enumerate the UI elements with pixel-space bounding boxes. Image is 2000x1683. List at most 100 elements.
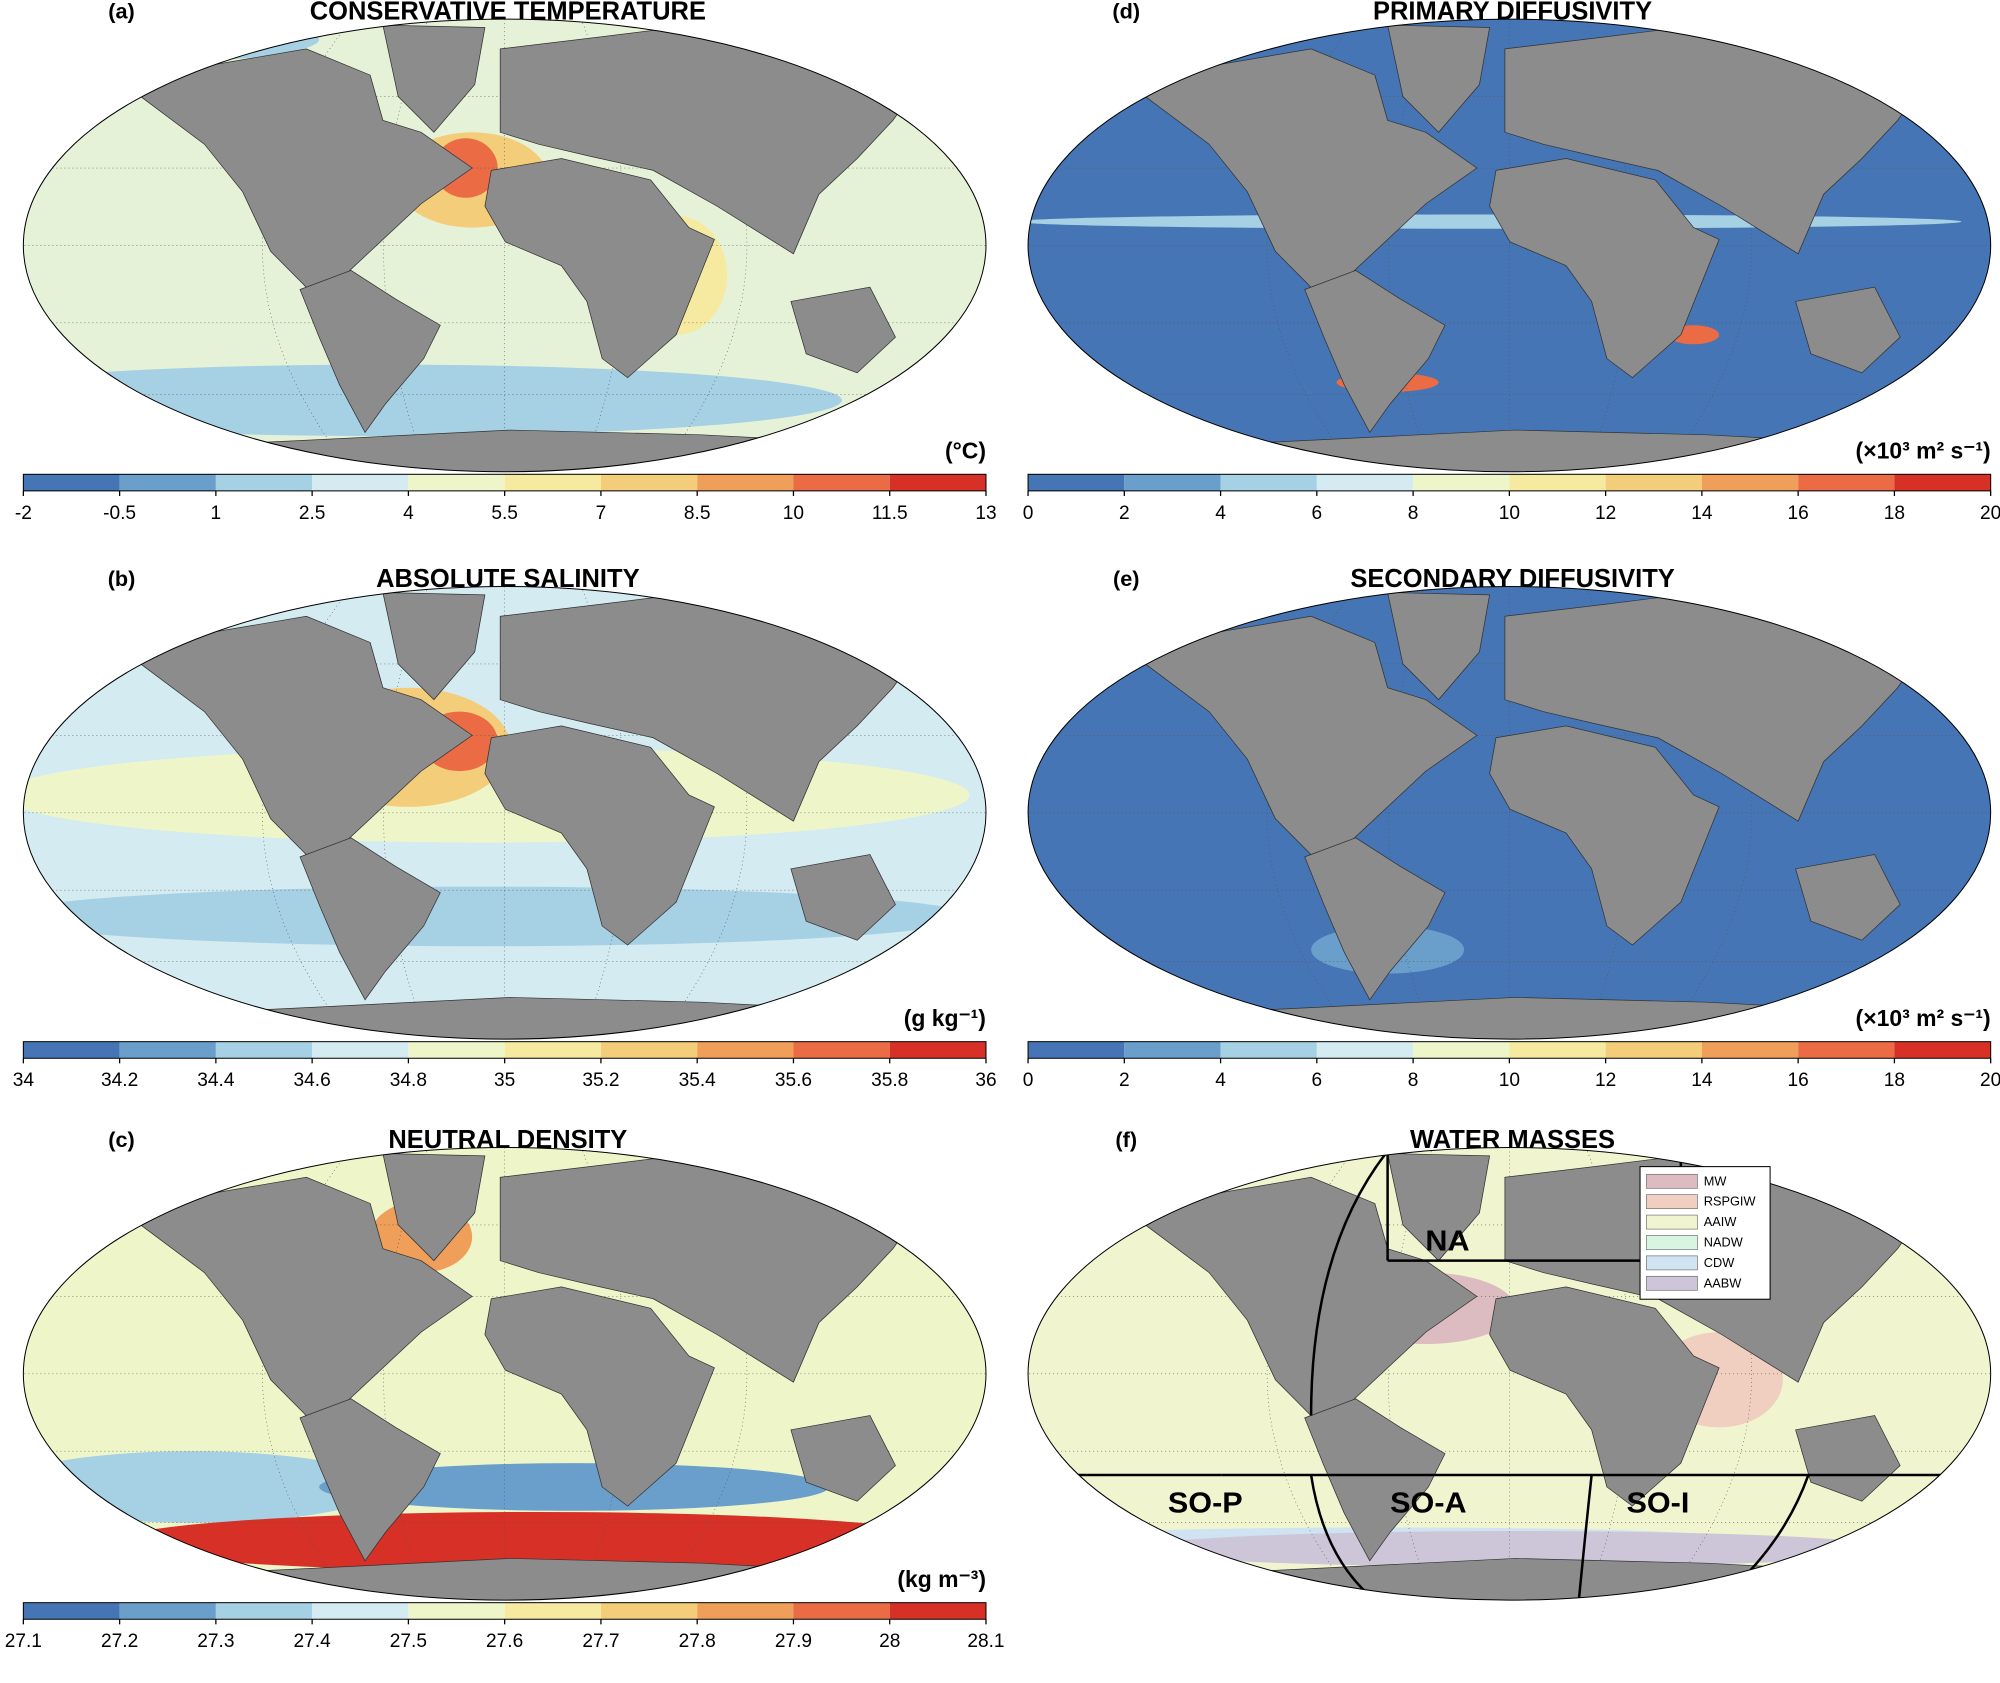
meridian [1388, 1148, 1433, 1601]
map-frame [1028, 19, 1991, 472]
legend-label: NADW [1704, 1235, 1743, 1250]
colorbar-segment [889, 1041, 986, 1059]
colorbar-tick-label: 4 [1215, 503, 1226, 524]
colorbar-segment [408, 1602, 505, 1620]
colorbar-tick-label: 7 [596, 503, 607, 524]
colorbar-segment [215, 1602, 313, 1620]
legend-label: MW [1704, 1173, 1727, 1188]
colorbar-segment [1028, 474, 1125, 491]
field-region [115, 1511, 957, 1572]
colorbar-tick-label: 18 [1884, 1070, 1905, 1091]
meridian [384, 1148, 429, 1601]
colorbar-tick-label: 16 [1788, 1070, 1809, 1091]
meridian [384, 19, 429, 472]
region-boundary [1311, 1151, 1388, 1415]
colorbar-segment [1701, 474, 1799, 491]
colorbar-segment [23, 1041, 120, 1059]
colorbar-tick-label: 28 [879, 1631, 900, 1652]
colorbar-segment [793, 1041, 890, 1059]
colorbar-tick-label: 12 [1595, 503, 1616, 524]
colorbar-tick-label: 34.4 [197, 1070, 235, 1091]
colorbar-tick-label: 10 [1499, 503, 1520, 524]
map-frame [1028, 587, 1991, 1040]
colorbar-tick-label: 27.5 [390, 1631, 427, 1652]
colorbar-tick-label: 34.6 [294, 1070, 331, 1091]
legend-label: AABW [1704, 1275, 1742, 1290]
colorbar-segment [1413, 1041, 1510, 1059]
colorbar-segment [312, 1041, 409, 1059]
region-label: SO-A [1390, 1487, 1467, 1519]
colorbar-tick-label: 27.3 [197, 1631, 234, 1652]
colorbar-segment [793, 1602, 890, 1620]
colorbar-tick-label: 6 [1312, 1070, 1323, 1091]
map [1005, 569, 2000, 1069]
colorbar-segment [1509, 474, 1606, 491]
colorbar-segment [1894, 474, 1991, 491]
colorbar-segment [312, 1602, 409, 1620]
map [0, 569, 1020, 1069]
colorbar-tick-label: 6 [1312, 503, 1323, 524]
region-label: SO-P [1168, 1487, 1243, 1519]
map-frame [23, 587, 986, 1040]
colorbar-segment [408, 474, 505, 491]
colorbar-segment [1220, 474, 1317, 491]
field-region [1028, 214, 1962, 229]
colorbar-segment [889, 1602, 986, 1620]
unit-label: (×10³ m² s⁻¹) [1856, 1005, 1991, 1031]
map-body [23, 19, 986, 472]
colorbar-segment [119, 474, 216, 491]
colorbar-tick-label: 14 [1691, 503, 1713, 524]
colorbar-tick-label: -0.5 [103, 503, 136, 524]
colorbar-tick-label: 27.9 [775, 1631, 812, 1652]
colorbar-segment [1124, 474, 1221, 491]
colorbar-segment [697, 1041, 794, 1059]
map-frame [1028, 1148, 1991, 1601]
colorbar-tick-label: 34.2 [101, 1070, 138, 1091]
legend-label: RSPGIW [1704, 1194, 1756, 1209]
colorbar-segment [119, 1041, 216, 1059]
colorbar-segment [23, 474, 120, 491]
panel-label: (f) [1115, 1127, 1137, 1152]
colorbar-segment [408, 1041, 505, 1059]
legend-swatch [1646, 1235, 1698, 1250]
colorbar-segment [1028, 1041, 1125, 1059]
colorbar-segment [1605, 474, 1702, 491]
colorbar-segment [697, 474, 794, 491]
colorbar-tick-label: 16 [1788, 503, 1809, 524]
map-frame [23, 1148, 986, 1601]
colorbar-segment [1220, 1041, 1317, 1059]
colorbar-segment [1798, 474, 1895, 491]
panel-label: (e) [1113, 566, 1139, 591]
map-body [1028, 586, 1991, 1040]
colorbar-segment [1316, 474, 1414, 491]
colorbar-segment [793, 474, 890, 491]
legend-swatch [1646, 1214, 1698, 1230]
panel-label: (a) [108, 0, 134, 23]
field-region [23, 886, 970, 947]
map-body [1028, 19, 1991, 472]
colorbar-tick-label: 35.2 [582, 1070, 619, 1091]
field-region [319, 1463, 830, 1511]
map-body [1028, 1147, 1991, 1601]
colorbar-segment [119, 1602, 216, 1620]
colorbar-tick-label: 27.2 [101, 1631, 138, 1652]
colorbar-tick-label: 2 [1119, 503, 1130, 524]
colorbar-tick-label: 4 [403, 503, 414, 524]
colorbar-segment [504, 474, 601, 491]
map [0, 1, 1020, 501]
region-boundary [1579, 1475, 1592, 1600]
legend-label: AAIW [1704, 1214, 1737, 1229]
unit-label: (kg m⁻³) [897, 1566, 986, 1592]
colorbar-tick-label: 10 [783, 503, 804, 524]
colorbar-tick-label: 27.7 [582, 1631, 619, 1652]
colorbar-segment [1798, 1041, 1895, 1059]
colorbar-segment [600, 1602, 698, 1620]
colorbar-tick-label: 27.8 [679, 1631, 716, 1652]
colorbar-tick-label: 20 [1980, 1070, 2000, 1091]
map-body [23, 1147, 986, 1601]
colorbar-tick-label: 13 [975, 503, 996, 524]
colorbar-tick-label: 34.8 [390, 1070, 427, 1091]
colorbar-tick-label: 35.4 [679, 1070, 717, 1091]
